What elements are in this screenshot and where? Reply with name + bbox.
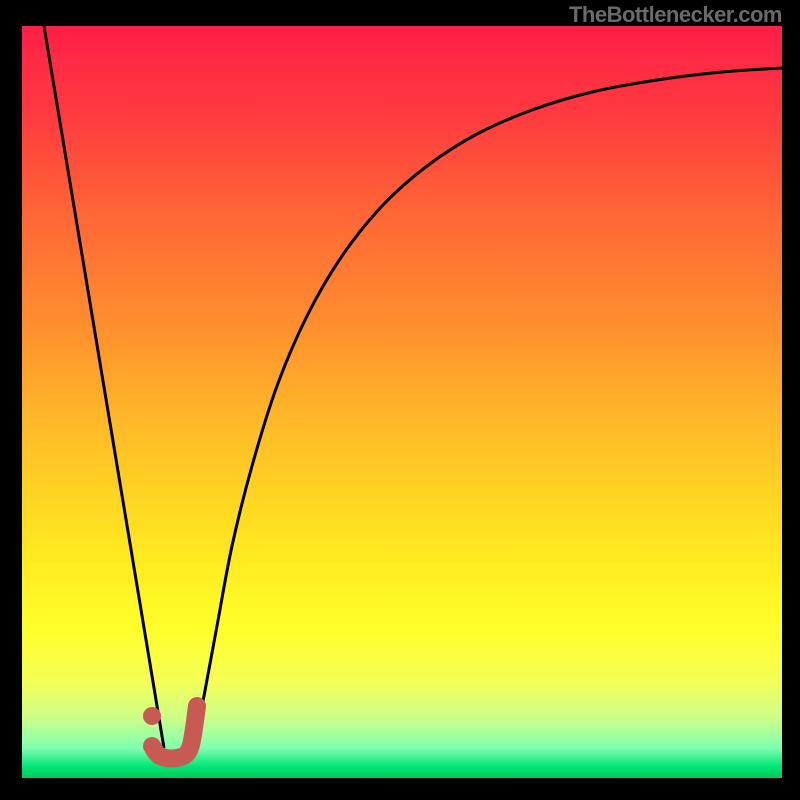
frame-border xyxy=(782,0,800,800)
plot-background xyxy=(22,26,782,778)
chart-container: TheBottlenecker.com xyxy=(0,0,800,800)
frame-border xyxy=(0,0,22,800)
frame-border xyxy=(0,778,800,800)
watermark-text: TheBottlenecker.com xyxy=(569,2,782,28)
marker-dot xyxy=(143,707,161,725)
bottleneck-curve-plot xyxy=(0,0,800,800)
